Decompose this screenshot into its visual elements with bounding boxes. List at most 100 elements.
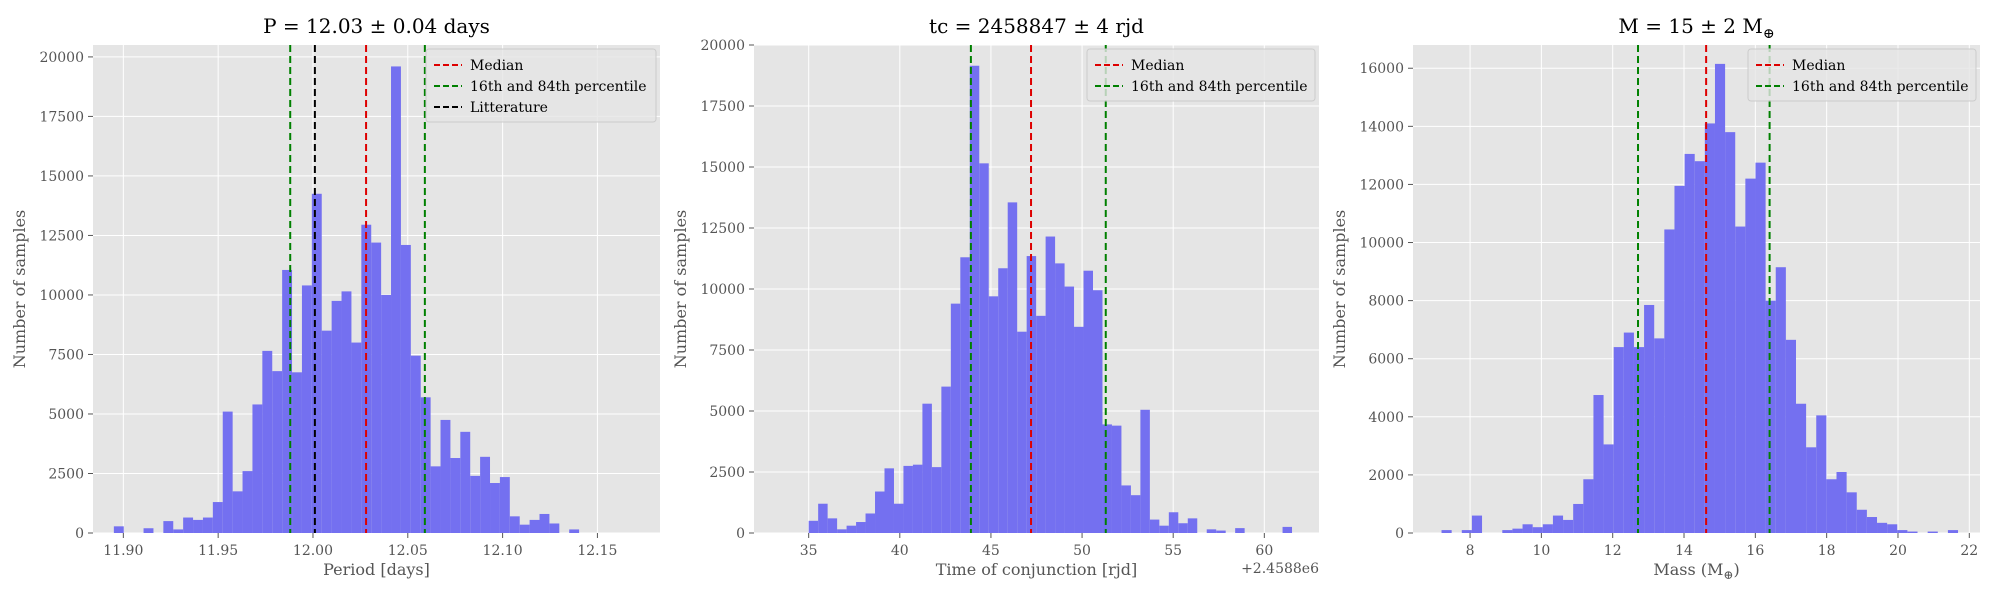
x-axis-label: Period [days] <box>323 560 430 579</box>
y-tick-label: 2500 <box>48 466 84 482</box>
histogram-bar <box>1735 226 1746 534</box>
histogram-bar <box>529 519 540 533</box>
histogram-bar <box>1907 531 1918 533</box>
histogram-bar <box>1026 256 1037 533</box>
histogram-bar <box>1083 270 1093 533</box>
histogram-bar <box>539 513 550 533</box>
y-tick-label: 20000 <box>39 50 84 66</box>
legend-label: Median <box>470 58 523 74</box>
histogram-bar <box>450 458 461 533</box>
legend: Median 16th and 84th percentile Litteratur… <box>425 48 657 123</box>
y-tick-label: 0 <box>1395 526 1404 542</box>
histogram-bar <box>499 477 510 533</box>
histogram-bar <box>282 269 293 533</box>
x-tick-label: 18 <box>1818 543 1836 559</box>
histogram-bar <box>1045 236 1056 534</box>
histogram-bar <box>183 517 194 533</box>
histogram-bar <box>1206 529 1217 533</box>
histogram-bar <box>371 242 382 533</box>
histogram-bar <box>1111 425 1122 533</box>
histogram-bar <box>856 522 866 533</box>
histogram-bar <box>1178 523 1188 533</box>
histogram-bar <box>569 529 580 533</box>
y-tick-label: 8000 <box>1368 294 1404 310</box>
histogram-bar <box>292 372 302 533</box>
histogram-bar <box>193 519 203 533</box>
histogram-bar <box>1877 522 1888 533</box>
histogram-bar <box>827 518 838 533</box>
x-tick-label: 60 <box>1255 543 1273 559</box>
histogram-bar <box>1785 339 1796 533</box>
histogram-bar <box>818 503 828 533</box>
histogram-bar <box>212 502 223 533</box>
histogram-bar <box>1036 315 1046 533</box>
y-tick-label: 4000 <box>1368 410 1404 426</box>
legend-box <box>425 48 657 123</box>
legend: Median 16th and 84th percentile <box>1747 48 1977 102</box>
x-axis-label-text: Mass (M <box>1653 560 1723 579</box>
histogram-bar <box>430 466 441 533</box>
histogram-bar <box>1441 530 1452 533</box>
histogram-bar <box>1887 524 1898 533</box>
legend-label: Litterature <box>470 100 548 116</box>
histogram-bar <box>301 285 312 533</box>
y-tick-label: 0 <box>736 526 745 542</box>
y-tick-label: 10000 <box>1359 236 1404 252</box>
x-tick-label: 8 <box>1466 543 1475 559</box>
histogram-bar <box>1745 178 1756 533</box>
y-tick-label: 7500 <box>709 343 745 359</box>
histogram-bar <box>1765 300 1776 533</box>
x-tick-label: 14 <box>1675 543 1693 559</box>
histogram-bar <box>837 529 847 533</box>
histogram-bar <box>1121 485 1131 533</box>
histogram-bar <box>865 513 876 533</box>
x-tick-label: 12.05 <box>388 543 428 559</box>
y-tick-label: 2000 <box>1368 468 1404 484</box>
histogram-bar <box>1583 479 1594 533</box>
histogram-bar <box>1613 347 1624 533</box>
histogram-bar <box>1055 263 1065 533</box>
chart-panel-2: 0 2500 5000 7500 10000 12500 15000 17500 20000 35… <box>671 14 1319 579</box>
histogram-bar <box>440 419 451 533</box>
y-tick-label: 10000 <box>39 288 84 304</box>
histogram-bar <box>875 491 885 533</box>
histogram-bar <box>1093 290 1103 533</box>
histogram-bar <box>1806 447 1817 533</box>
chart-panel-1: 0 2500 5000 7500 10000 12500 15000 17500 20000 11… <box>10 14 660 579</box>
histogram-bar <box>400 244 411 533</box>
histogram-bar <box>549 523 560 533</box>
legend: Median 16th and 84th percentile <box>1086 48 1316 102</box>
legend-label: 16th and 84th percentile <box>1131 79 1308 95</box>
histogram-bar <box>470 475 481 533</box>
chart-title: P = 12.03 ± 0.04 days <box>263 14 490 38</box>
y-tick-label: 2500 <box>709 465 745 481</box>
histogram-bar <box>941 386 951 533</box>
histogram-bar <box>950 303 961 533</box>
histogram-bar <box>884 468 894 533</box>
x-tick-label: 22 <box>1960 543 1978 559</box>
x-tick-label: 20 <box>1889 543 1907 559</box>
histogram-bar <box>1795 403 1807 533</box>
legend-label: 16th and 84th percentile <box>1792 79 1969 95</box>
histogram-bar <box>960 257 970 533</box>
y-tick-label: 6000 <box>1368 352 1404 368</box>
histogram-bar <box>903 465 913 533</box>
y-tick-label: 17500 <box>700 99 745 115</box>
histogram-bar <box>1168 512 1179 533</box>
legend-label: Median <box>1131 58 1184 74</box>
histogram-bar <box>1856 509 1867 533</box>
histogram-bar <box>1897 530 1908 533</box>
earth-symbol: ⊕ <box>1723 568 1733 582</box>
x-tick-label: 12.00 <box>293 543 333 559</box>
x-tick-label: 11.95 <box>198 543 238 559</box>
histogram-bar <box>202 517 213 533</box>
histogram-bar <box>1502 530 1513 533</box>
histogram-bar <box>1836 472 1847 533</box>
histogram-bar <box>410 355 421 533</box>
chart-title: tc = 2458847 ± 4 rjd <box>929 14 1144 38</box>
histogram-bar <box>1816 415 1827 533</box>
y-tick-label: 20000 <box>700 38 745 54</box>
chart-panel-3: 0 2000 4000 6000 8000 10000 12000 14000 16000 8 10… <box>1330 14 1980 582</box>
histogram-bar <box>1282 526 1293 533</box>
